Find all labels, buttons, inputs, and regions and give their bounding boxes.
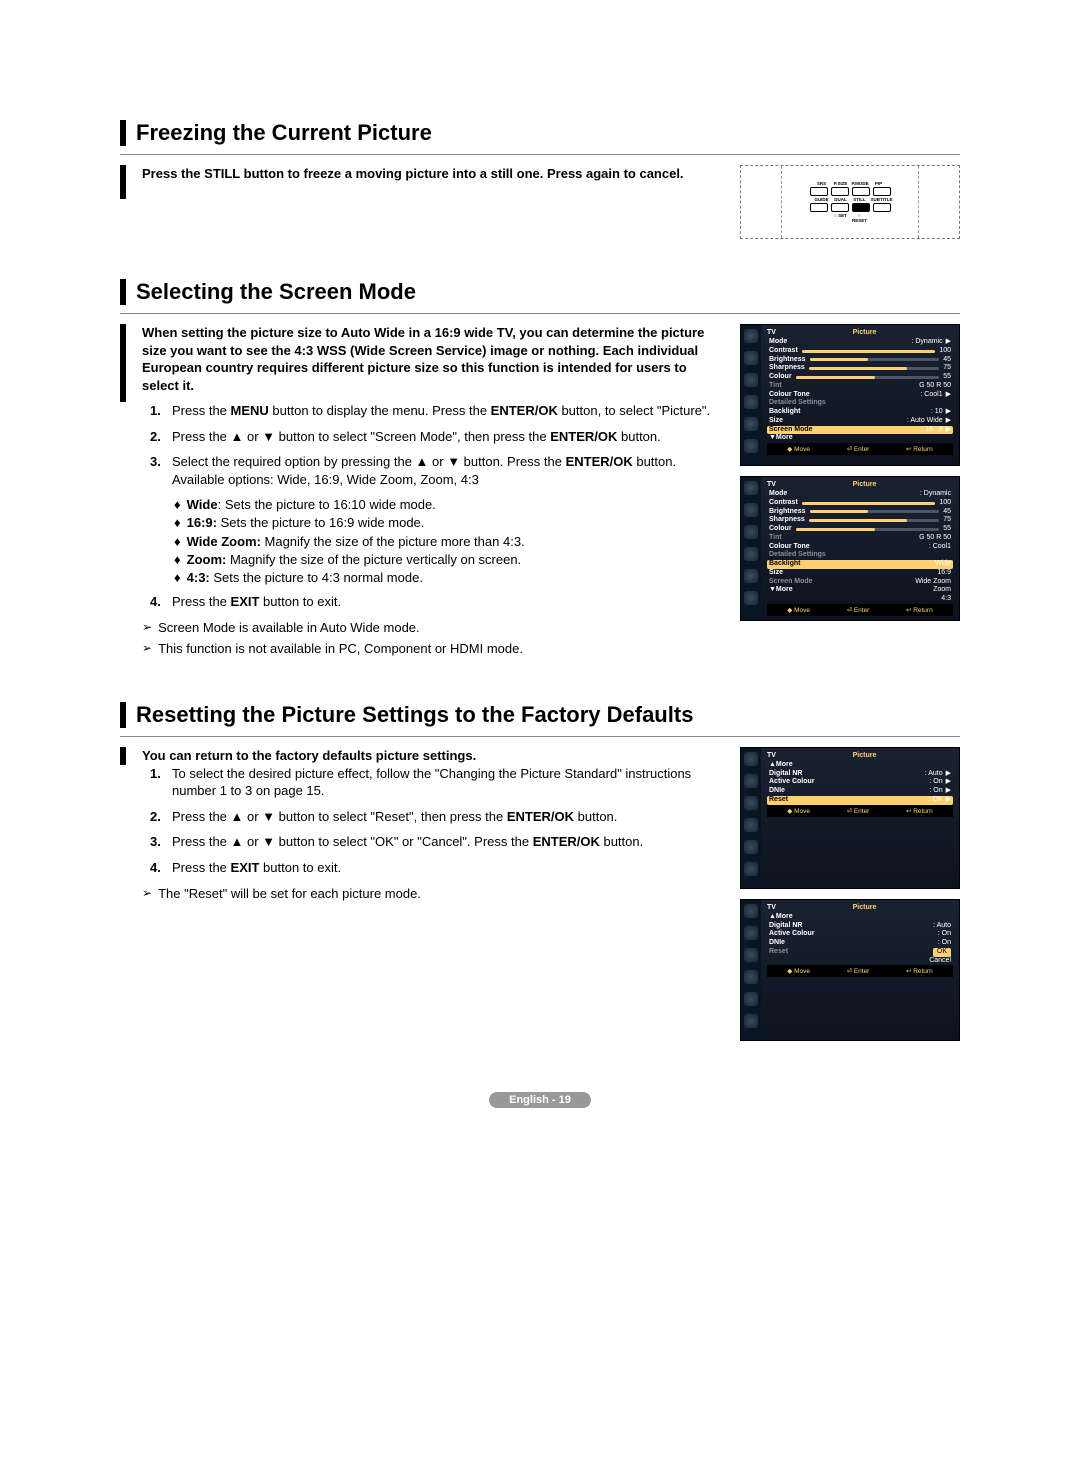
- osd-screenshot: TVPicture Mode: Dynamic▶Contrast100Brigh…: [740, 324, 960, 466]
- page: Freezing the Current Picture Press the S…: [0, 0, 1080, 1148]
- remote-label: DUAL: [833, 197, 849, 202]
- section-title: Resetting the Picture Settings to the Fa…: [136, 702, 693, 728]
- divider: [120, 313, 960, 314]
- note: ➢The "Reset" will be set for each pictur…: [142, 885, 724, 903]
- note-text: This function is not available in PC, Co…: [158, 640, 523, 658]
- note-text: Screen Mode is available in Auto Wide mo…: [158, 619, 420, 637]
- remote-illustration: SRS P.SIZE P.MODE PIP GUIDE DUAL STILL S…: [740, 165, 960, 239]
- section-title: Selecting the Screen Mode: [136, 279, 416, 305]
- steps-list: 1.To select the desired picture effect, …: [150, 765, 724, 877]
- note: ➢This function is not available in PC, C…: [142, 640, 724, 658]
- divider: [120, 154, 960, 155]
- remote-box: SRS P.SIZE P.MODE PIP GUIDE DUAL STILL S…: [740, 165, 960, 239]
- divider: [120, 736, 960, 737]
- title-bar: [120, 702, 126, 728]
- section-title: Freezing the Current Picture: [136, 120, 432, 146]
- section-screen-mode: Selecting the Screen Mode When setting t…: [120, 279, 960, 662]
- osd-screenshot: TVPicture Mode: DynamicContrast100Bright…: [740, 476, 960, 621]
- section-header: Freezing the Current Picture: [120, 120, 960, 146]
- section-freezing: Freezing the Current Picture Press the S…: [120, 120, 960, 239]
- remote-label: PIP: [871, 181, 887, 186]
- section-reset: Resetting the Picture Settings to the Fa…: [120, 702, 960, 1051]
- section-header: Resetting the Picture Settings to the Fa…: [120, 702, 960, 728]
- note-text: The "Reset" will be set for each picture…: [158, 885, 421, 903]
- section-body: Press the STILL button to freeze a movin…: [120, 165, 960, 239]
- intro-text: You can return to the factory defaults p…: [142, 747, 724, 765]
- osd-column: TVPicture ▲MoreDigital NR: Auto▶Active C…: [740, 747, 960, 1051]
- osd-screenshot: TVPicture ▲MoreDigital NR: AutoActive Co…: [740, 899, 960, 1041]
- osd-screenshot: TVPicture ▲MoreDigital NR: Auto▶Active C…: [740, 747, 960, 889]
- remote-label: SET: [838, 213, 847, 218]
- remote-label: P.MODE: [852, 181, 868, 186]
- intro-bar: [120, 747, 126, 765]
- section-body: When setting the picture size to Auto Wi…: [120, 324, 724, 402]
- remote-label: RESET: [852, 218, 867, 223]
- title-bar: [120, 120, 126, 146]
- note: ➢Screen Mode is available in Auto Wide m…: [142, 619, 724, 637]
- section-header: Selecting the Screen Mode: [120, 279, 960, 305]
- remote-label: GUIDE: [814, 197, 830, 202]
- page-footer: English - 19: [120, 1091, 960, 1108]
- remote-label: P.SIZE: [833, 181, 849, 186]
- intro-bar: [120, 165, 126, 199]
- page-number: English - 19: [489, 1092, 591, 1108]
- steps-list: 1.Press the MENU button to display the m…: [150, 402, 724, 611]
- remote-label: SUBTITLE: [871, 197, 887, 202]
- osd-column: TVPicture Mode: Dynamic▶Contrast100Brigh…: [740, 324, 960, 662]
- remote-label: SRS: [814, 181, 830, 186]
- title-bar: [120, 279, 126, 305]
- remote-label: STILL: [852, 197, 868, 202]
- section-body: You can return to the factory defaults p…: [120, 747, 724, 765]
- intro-bar: [120, 324, 126, 402]
- intro-text: Press the STILL button to freeze a movin…: [142, 165, 724, 239]
- intro-text: When setting the picture size to Auto Wi…: [142, 324, 724, 402]
